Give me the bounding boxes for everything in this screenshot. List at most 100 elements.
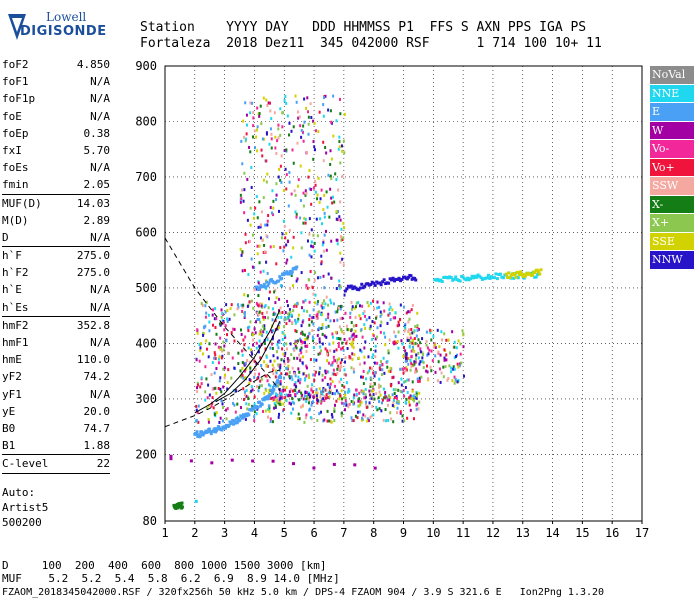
echo-point xyxy=(299,339,302,343)
echo-point xyxy=(378,390,381,394)
echo-point xyxy=(388,302,391,306)
trace-point xyxy=(397,276,401,280)
x-tick-label: 5 xyxy=(281,526,288,540)
echo-point xyxy=(325,326,328,330)
trace-point xyxy=(244,412,248,416)
echo-point xyxy=(320,304,323,308)
echo-point xyxy=(208,320,211,324)
echo-point xyxy=(358,314,361,318)
echo-point xyxy=(292,309,295,313)
echo-point xyxy=(278,368,281,372)
echo-point xyxy=(326,409,329,413)
echo-point xyxy=(411,338,414,342)
echo-point xyxy=(315,358,318,362)
echo-point xyxy=(286,304,289,308)
echo-point xyxy=(338,97,341,101)
echo-point xyxy=(262,137,265,141)
footer-file-info: FZAOM_2018345042000.RSF / 320fx256h 50 k… xyxy=(2,587,605,598)
echo-point xyxy=(243,362,246,366)
echo-point xyxy=(297,412,300,416)
echo-point xyxy=(310,388,313,392)
echo-point xyxy=(404,400,407,404)
legend-entry-e: E xyxy=(650,103,694,122)
echo-point xyxy=(322,306,325,310)
echo-point xyxy=(360,350,363,354)
echo-point xyxy=(272,372,275,376)
trace-point xyxy=(343,289,347,293)
echo-point xyxy=(213,371,216,375)
echo-point xyxy=(338,279,341,283)
echo-point xyxy=(294,94,297,98)
echo-point xyxy=(270,146,273,150)
echo-point xyxy=(311,383,314,387)
echo-point xyxy=(249,223,252,227)
echo-point xyxy=(299,405,302,409)
trace-point xyxy=(485,276,489,280)
echo-point xyxy=(285,173,288,177)
echo-point xyxy=(300,306,303,310)
echo-point xyxy=(287,204,290,208)
echo-point xyxy=(305,374,308,378)
echo-point xyxy=(412,399,415,403)
echo-point xyxy=(330,413,333,417)
echo-point xyxy=(406,416,409,420)
echo-point xyxy=(380,372,383,376)
x-tick-label: 13 xyxy=(516,526,530,540)
echo-point xyxy=(340,238,343,242)
echo-point xyxy=(210,373,213,377)
echo-point xyxy=(219,346,222,350)
echo-point xyxy=(350,300,353,304)
x-tick-label: 6 xyxy=(310,526,317,540)
echo-point xyxy=(364,314,367,318)
echo-point xyxy=(331,195,334,199)
trace-point xyxy=(372,281,376,285)
echo-point xyxy=(212,406,215,410)
echo-point xyxy=(219,347,222,351)
echo-point xyxy=(352,400,355,404)
echo-point xyxy=(269,245,272,249)
trace-point xyxy=(382,278,386,282)
echo-point xyxy=(408,332,411,336)
echo-point xyxy=(277,340,280,344)
echo-point xyxy=(306,110,309,114)
echo-point xyxy=(258,372,261,376)
echo-point xyxy=(411,397,414,401)
param-row: M(D) 2.89 xyxy=(2,212,110,229)
echo-point xyxy=(327,272,330,276)
echo-point xyxy=(293,304,296,308)
trace-point xyxy=(210,461,214,465)
echo-point xyxy=(333,200,336,204)
echo-point xyxy=(386,359,389,363)
echo-point xyxy=(253,410,256,414)
echo-point xyxy=(321,323,324,327)
echo-point xyxy=(419,360,422,364)
echo-point xyxy=(301,332,304,336)
echo-point xyxy=(246,407,249,411)
echo-point xyxy=(321,306,324,310)
echo-point xyxy=(336,371,339,375)
echo-point xyxy=(251,233,254,237)
echo-point xyxy=(288,374,291,378)
echo-point xyxy=(198,343,201,347)
echo-point xyxy=(410,354,413,358)
echo-point xyxy=(329,349,332,353)
param-key: foE xyxy=(2,109,22,123)
echo-point xyxy=(364,377,367,381)
echo-point xyxy=(210,404,213,408)
echo-point xyxy=(244,417,247,421)
echo-point xyxy=(245,132,248,136)
trace-point xyxy=(280,276,284,280)
trace-point xyxy=(360,282,364,286)
echo-point xyxy=(262,96,265,100)
echo-point xyxy=(326,349,329,353)
echo-point xyxy=(316,234,319,238)
echo-point xyxy=(312,308,315,312)
echo-point xyxy=(261,324,264,328)
echo-point xyxy=(282,408,285,412)
echo-point xyxy=(293,383,296,387)
trace-point xyxy=(241,416,245,420)
echo-point xyxy=(308,332,311,336)
echo-point xyxy=(351,305,354,309)
echo-point xyxy=(327,361,330,365)
echo-point xyxy=(221,349,224,353)
